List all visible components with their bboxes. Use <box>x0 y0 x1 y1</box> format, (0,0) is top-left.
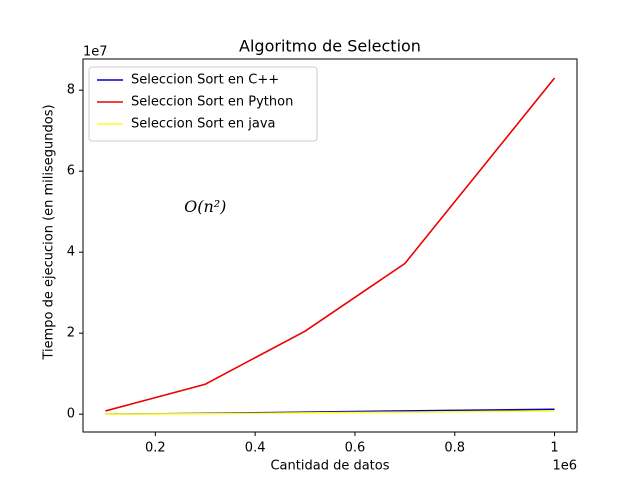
x-tick-label: 0.4 <box>245 441 266 456</box>
legend-label: Seleccion Sort en Python <box>131 95 293 110</box>
y-axis-label: Tiempo de ejecucion (en milisegundos) <box>42 104 57 360</box>
chart-title: Algoritmo de Selection <box>239 37 421 56</box>
x-tick-label: 0.8 <box>444 441 465 456</box>
y-offset-text: 1e7 <box>83 45 108 60</box>
legend-label: Seleccion Sort en java <box>131 117 275 132</box>
annotation: O(n²) <box>184 197 226 216</box>
y-tick-label: 6 <box>67 164 75 179</box>
y-tick-label: 2 <box>67 326 75 341</box>
line <box>105 77 556 412</box>
x-tick-label: 0.6 <box>345 441 366 456</box>
y-tick-label: 8 <box>67 83 75 98</box>
y-tick-label: 4 <box>67 245 75 260</box>
legend-box <box>88 66 318 142</box>
x-tick-label: 0.2 <box>145 441 166 456</box>
x-tick-label: 1 <box>550 441 558 456</box>
plot-frame <box>82 58 578 433</box>
x-offset-text: 1e6 <box>552 459 577 474</box>
line <box>105 410 555 415</box>
x-axis-label: Cantidad de datos <box>270 459 389 474</box>
y-tick-label: 0 <box>67 407 75 422</box>
legend-label: Seleccion Sort en C++ <box>131 73 279 88</box>
